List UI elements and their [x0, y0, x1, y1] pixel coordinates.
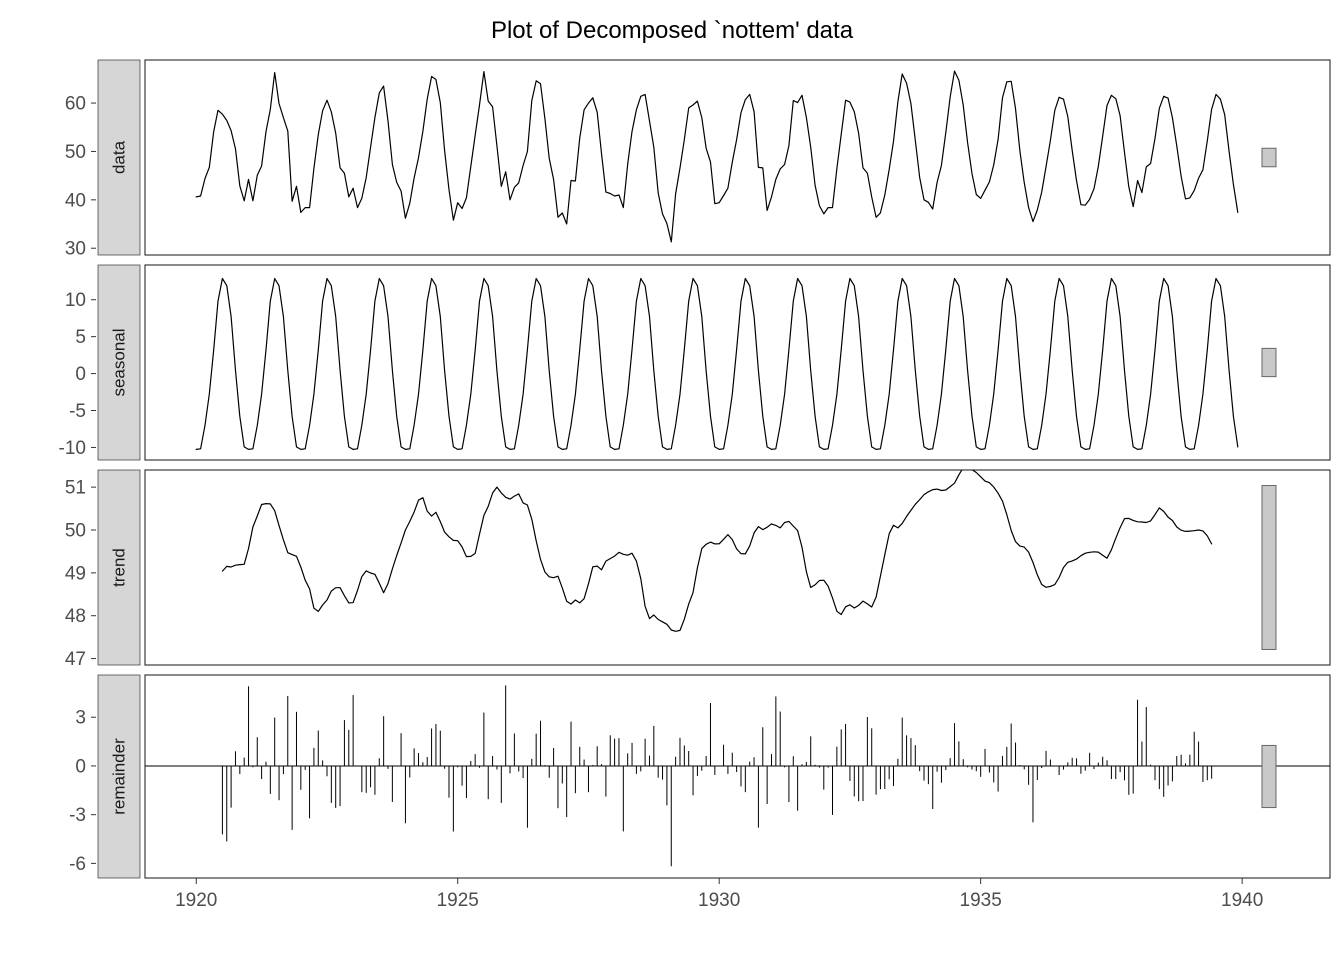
trend-series	[221, 470, 1213, 632]
x-tick-label: 1930	[698, 890, 740, 911]
chart-title: Plot of Decomposed `nottem' data	[491, 17, 854, 44]
y-tick-label: 60	[65, 94, 86, 115]
panel-data: data 30 40 50 60	[65, 59, 1331, 260]
y-tick-label: 48	[65, 606, 86, 627]
y-tick-label: 5	[75, 327, 86, 348]
scale-range-bar	[1261, 347, 1277, 378]
y-tick-label: 51	[65, 478, 86, 499]
y-tick-label: 0	[75, 756, 86, 777]
x-axis: 1920 1925 1930 1935 1940	[175, 878, 1263, 911]
facet-strip	[97, 674, 141, 879]
facet-strip-label: remainder	[110, 738, 129, 815]
y-tick-label: 0	[75, 364, 86, 385]
facet-strip	[97, 264, 141, 461]
y-tick-label: -5	[69, 401, 86, 422]
facet-strip	[97, 59, 141, 256]
panel-remainder: remainder -6 -3 0 3	[69, 674, 1331, 879]
data-line	[195, 70, 1239, 243]
x-tick-label: 1925	[437, 890, 479, 911]
scale-range-bar	[1261, 147, 1277, 168]
y-tick-label: 3	[75, 708, 86, 729]
panel-background	[144, 264, 1331, 461]
panel-background	[144, 59, 1331, 256]
facet-strip-label: trend	[110, 548, 129, 587]
data-series	[195, 70, 1239, 243]
panel-trend: trend 47 48 49 50 51	[65, 469, 1331, 670]
y-tick-label: 49	[65, 563, 86, 584]
y-tick-label: -3	[69, 805, 86, 826]
x-tick-label: 1935	[960, 890, 1002, 911]
facet-strip-label: seasonal	[110, 328, 129, 396]
y-tick-label: 47	[65, 649, 86, 670]
y-tick-label: 50	[65, 142, 86, 163]
panels-group: data30405060seasonal-10-50510trend474849…	[59, 59, 1331, 879]
seasonal-series	[195, 277, 1239, 450]
scale-range-bar	[1261, 485, 1277, 650]
y-tick-label: 40	[65, 190, 86, 211]
remainder-series	[145, 685, 1330, 867]
panel-background	[144, 469, 1331, 666]
y-tick-label: 50	[65, 521, 86, 542]
y-tick-label: 30	[65, 239, 86, 260]
facet-strip	[97, 469, 141, 666]
y-tick-label: -10	[59, 438, 86, 459]
y-tick-label: -6	[69, 854, 86, 875]
panel-seasonal: seasonal -10 -5 0 5 10	[59, 264, 1331, 461]
x-tick-label: 1920	[175, 890, 217, 911]
facet-strip-label: data	[110, 140, 129, 174]
seasonal-line	[195, 277, 1239, 450]
scale-range-bar	[1261, 744, 1277, 809]
y-tick-label: 10	[65, 290, 86, 311]
x-tick-label: 1940	[1221, 890, 1263, 911]
trend-line	[221, 470, 1213, 632]
panel-background	[144, 674, 1331, 879]
